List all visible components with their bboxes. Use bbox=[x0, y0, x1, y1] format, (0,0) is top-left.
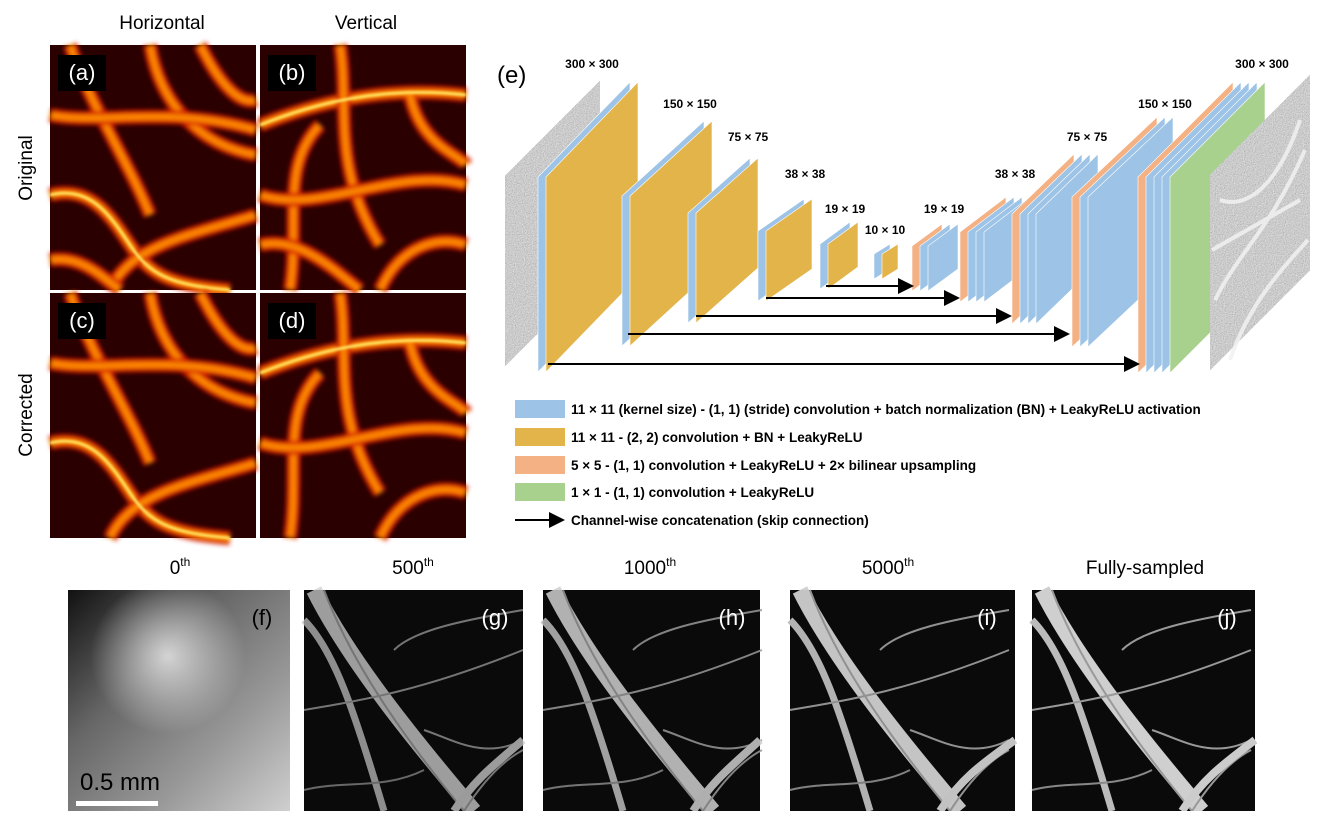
layer: (a) (b) (c) (d) Horizontal Vertical Original Co… bbox=[16, 13, 1310, 811]
legend-swatch bbox=[515, 428, 565, 446]
panel-label: (h) bbox=[719, 605, 746, 630]
legend-swatch bbox=[515, 400, 565, 418]
legend-text: 11 × 11 - (2, 2) convolution + BN + Leak… bbox=[571, 430, 862, 445]
panel-label: (g) bbox=[482, 605, 509, 630]
scale-bar bbox=[76, 801, 158, 806]
panel-title: 500th bbox=[392, 555, 434, 579]
title-main: 500 bbox=[392, 558, 424, 579]
title-sup: th bbox=[666, 555, 676, 569]
column-header: Vertical bbox=[335, 13, 397, 34]
row-header: Corrected bbox=[16, 373, 37, 456]
title-sup: th bbox=[904, 555, 914, 569]
panel-label: (i) bbox=[977, 605, 997, 630]
title-main: Fully-sampled bbox=[1086, 558, 1204, 579]
panel-label: (f) bbox=[252, 605, 273, 630]
result-image: (g) bbox=[304, 590, 523, 811]
panel-title: 5000th bbox=[862, 555, 914, 579]
heatmap-image: (c) bbox=[50, 293, 256, 538]
panel-label: (b) bbox=[279, 60, 306, 85]
result-image: (h) bbox=[543, 590, 762, 811]
panel-label: (d) bbox=[279, 308, 306, 333]
size-label: 38 × 38 bbox=[785, 167, 826, 181]
size-label: 38 × 38 bbox=[995, 167, 1036, 181]
size-label: 75 × 75 bbox=[1067, 130, 1108, 144]
size-label: 150 × 150 bbox=[663, 97, 717, 111]
size-label: 150 × 150 bbox=[1138, 97, 1192, 111]
legend-swatch bbox=[515, 456, 565, 474]
size-label: 10 × 10 bbox=[865, 223, 906, 237]
result-image: (j) bbox=[1032, 590, 1255, 811]
panel-title: 0th bbox=[170, 555, 191, 579]
title-main: 5000 bbox=[862, 558, 904, 579]
legend-text: 5 × 5 - (1, 1) convolution + LeakyReLU +… bbox=[571, 458, 976, 473]
scale-bar-label: 0.5 mm bbox=[80, 769, 160, 796]
panel-label: (c) bbox=[69, 308, 95, 333]
legend-swatch bbox=[515, 483, 565, 501]
title-main: 1000 bbox=[624, 558, 666, 579]
title-sup: th bbox=[180, 555, 190, 569]
heatmap-image: (a) bbox=[50, 45, 256, 290]
panel-label: (a) bbox=[69, 60, 96, 85]
size-label: 300 × 300 bbox=[1235, 57, 1289, 71]
legend-text: 11 × 11 (kernel size) - (1, 1) (stride) … bbox=[571, 402, 1201, 417]
column-header: Horizontal bbox=[119, 13, 205, 34]
size-label: 75 × 75 bbox=[728, 130, 769, 144]
panel-label: (j) bbox=[1217, 605, 1237, 630]
size-label: 19 × 19 bbox=[924, 202, 965, 216]
result-image: (i) bbox=[790, 590, 1015, 811]
figure: (a) (b) (c) (d) Horizontal Vertical Original Co… bbox=[0, 0, 1321, 811]
legend-text: 1 × 1 - (1, 1) convolution + LeakyReLU bbox=[571, 485, 814, 500]
size-label: 300 × 300 bbox=[565, 57, 619, 71]
size-label: 19 × 19 bbox=[825, 202, 866, 216]
row-header: Original bbox=[16, 135, 37, 200]
title-sup: th bbox=[424, 555, 434, 569]
heatmap-image: (b) bbox=[260, 45, 466, 290]
heatmap-image: (d) bbox=[260, 293, 466, 538]
panel-label: (e) bbox=[497, 62, 526, 89]
panel-title: Fully-sampled bbox=[1086, 558, 1204, 579]
legend-text: Channel-wise concatenation (skip connect… bbox=[571, 513, 869, 528]
title-main: 0 bbox=[170, 558, 181, 579]
panel-title: 1000th bbox=[624, 555, 676, 579]
